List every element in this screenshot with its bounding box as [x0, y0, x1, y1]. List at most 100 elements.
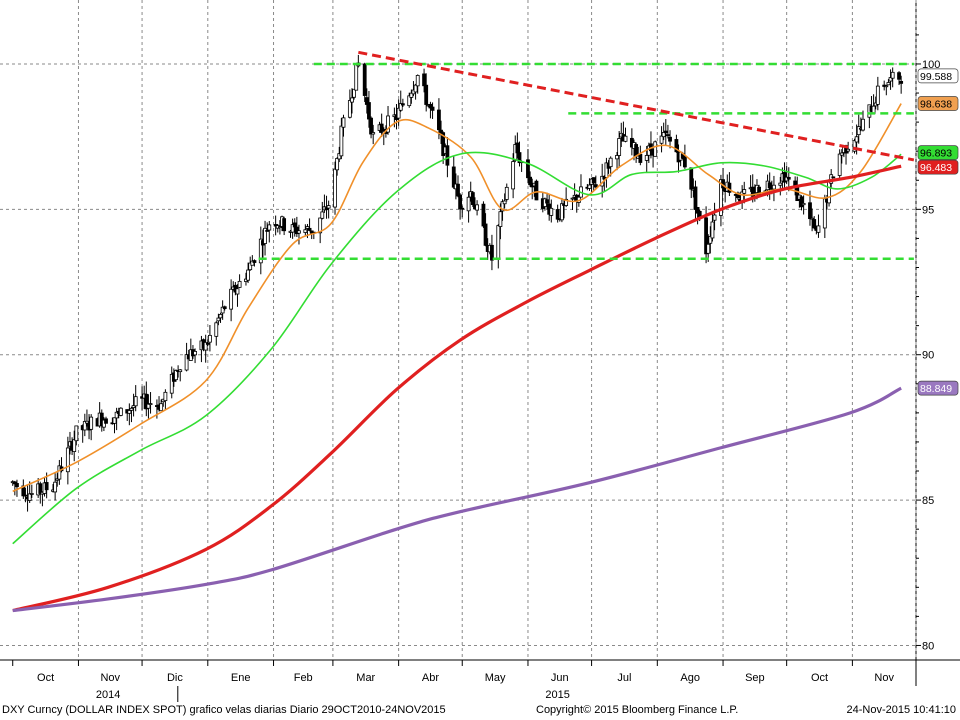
- candle-body: [801, 203, 806, 206]
- candle: [127, 403, 132, 426]
- candle-body: [856, 126, 861, 136]
- candle-body: [169, 373, 174, 394]
- candle: [112, 417, 117, 434]
- candle: [490, 234, 494, 271]
- candle: [146, 394, 151, 419]
- candle-body: [653, 141, 658, 157]
- candle-body: [29, 493, 34, 495]
- x-month-label: Nov: [874, 672, 894, 684]
- candle-body: [674, 139, 679, 153]
- candle-body: [422, 73, 426, 87]
- candle-body: [689, 167, 694, 190]
- candle-body: [292, 222, 297, 228]
- x-axis: Oct Nov Dic Ene Feb Mar Abr May Jun Jul Ago Sep Oct N…: [12, 660, 917, 702]
- candle: [856, 114, 861, 144]
- candle-body: [65, 447, 70, 473]
- candle: [623, 127, 628, 143]
- value-label-text: 96.893: [920, 148, 952, 160]
- candle-body: [608, 157, 613, 168]
- candle-body: [144, 393, 149, 410]
- y-tick-label: 80: [922, 640, 934, 652]
- footer-timestamp: 24-Nov-2015 10:41:10: [846, 704, 956, 716]
- candle-body: [258, 238, 263, 264]
- candle-body: [884, 85, 889, 88]
- value-label-box: [917, 159, 959, 175]
- candle-body: [339, 125, 344, 157]
- candle: [593, 175, 598, 189]
- candle: [400, 98, 405, 107]
- candle-body: [708, 235, 713, 244]
- x-month-label: Ene: [231, 672, 251, 684]
- candle-body: [638, 153, 643, 163]
- candle: [15, 479, 19, 497]
- y-tick-label: 100: [922, 59, 940, 71]
- value-label-box: [917, 68, 959, 84]
- candle: [277, 220, 282, 235]
- candle-body: [114, 411, 119, 419]
- candle-body: [767, 182, 772, 189]
- candle: [682, 144, 687, 169]
- candle-body: [415, 75, 420, 87]
- candle-body: [644, 155, 649, 161]
- candle: [65, 436, 70, 485]
- candle: [347, 89, 352, 119]
- candle-body: [341, 117, 346, 128]
- candle-body: [445, 145, 450, 166]
- plot-area: [0, 0, 960, 686]
- candle-body: [333, 168, 337, 208]
- candle: [85, 409, 89, 427]
- candle: [424, 73, 429, 112]
- candle: [282, 216, 287, 236]
- candle: [897, 71, 901, 86]
- candle: [114, 407, 119, 431]
- candle: [379, 113, 384, 137]
- candle: [367, 90, 371, 128]
- x-month-label: Ago: [680, 672, 700, 684]
- candle: [831, 176, 836, 179]
- candle: [663, 119, 668, 146]
- candle-body: [500, 201, 505, 212]
- candle: [837, 149, 842, 179]
- candle: [263, 220, 267, 256]
- candle: [428, 101, 433, 119]
- candle: [861, 110, 865, 132]
- value-label-box: [917, 145, 959, 160]
- candle: [515, 132, 520, 159]
- ma-green-value-label: 96.893: [917, 145, 959, 160]
- candle: [504, 183, 509, 202]
- x-year-label: 2014: [96, 689, 120, 701]
- candle: [666, 124, 670, 139]
- candle: [812, 216, 817, 230]
- candle: [458, 193, 463, 220]
- value-labels: 99.588 98.638 96.893 96.483 88.849: [917, 68, 959, 396]
- candle: [237, 274, 242, 289]
- candle-body: [526, 159, 530, 179]
- y-axis-background: [916, 0, 960, 686]
- candle: [104, 416, 108, 424]
- candle-body: [839, 152, 844, 156]
- candle-body: [250, 260, 255, 266]
- candle: [205, 339, 210, 347]
- candle-body: [498, 211, 503, 227]
- candle: [27, 481, 32, 504]
- candle-body: [490, 244, 494, 261]
- candle: [53, 473, 58, 501]
- candle-body: [362, 63, 367, 96]
- x-month-label: Abr: [422, 672, 439, 684]
- candle-body: [55, 478, 60, 481]
- candle-body: [742, 189, 747, 194]
- candle-body: [409, 92, 414, 98]
- candle: [659, 126, 664, 153]
- candle-body: [235, 288, 240, 295]
- candle: [816, 214, 821, 238]
- candle-body: [470, 192, 475, 206]
- candle-body: [668, 136, 672, 142]
- candle-body: [205, 342, 210, 345]
- candle-body: [458, 194, 463, 210]
- candle-body: [810, 217, 815, 220]
- candle: [638, 145, 643, 166]
- candle-body: [528, 176, 532, 186]
- candle: [144, 381, 149, 417]
- candle: [407, 92, 412, 108]
- candle: [570, 197, 575, 210]
